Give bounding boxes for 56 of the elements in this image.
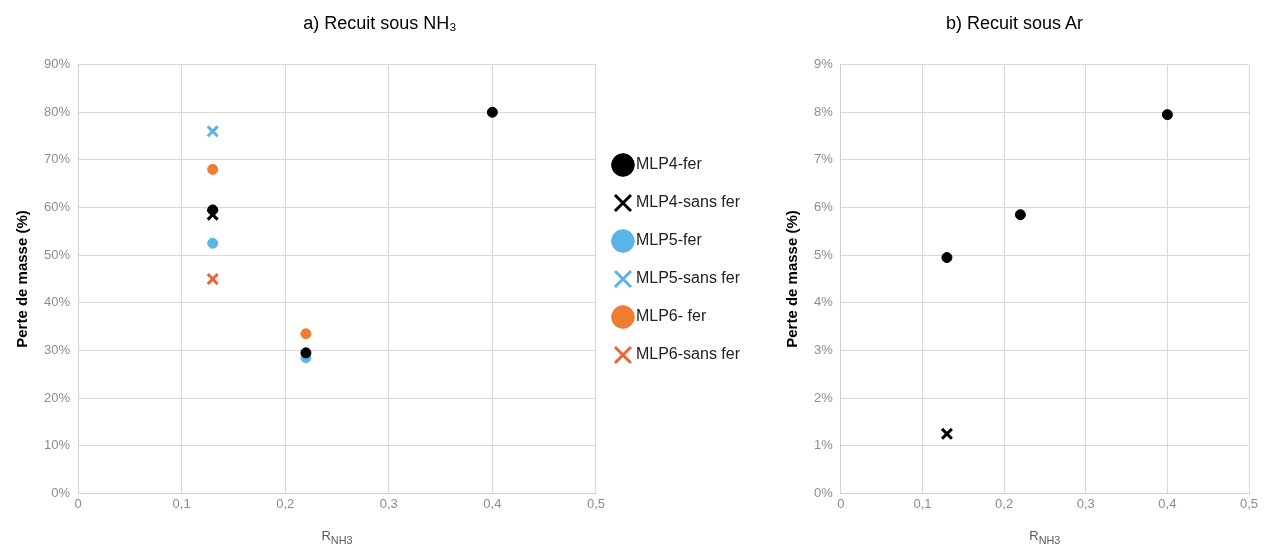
y-tick-label: 50% bbox=[43, 246, 71, 262]
y-tick-label: 7% bbox=[813, 151, 834, 167]
point bbox=[1161, 109, 1173, 121]
y-tick-label: 40% bbox=[43, 294, 71, 310]
y-tick-label: 0% bbox=[51, 484, 71, 500]
legend-label: MLP5-fer bbox=[635, 231, 703, 249]
point bbox=[941, 252, 953, 264]
x-tick-label: 0,4 bbox=[1158, 495, 1177, 511]
point bbox=[1014, 209, 1026, 221]
y-tick-label: 70% bbox=[43, 151, 71, 167]
chart-title: b) Recuit sous Ar bbox=[945, 12, 1084, 33]
point bbox=[206, 124, 220, 138]
x-tick-label: 0,1 bbox=[172, 495, 191, 511]
y-tick-label: 4% bbox=[813, 294, 834, 310]
legend-label: MLP4-fer bbox=[635, 155, 703, 173]
x-tick-label: 0 bbox=[837, 495, 845, 511]
point bbox=[207, 204, 219, 216]
point bbox=[300, 328, 312, 340]
y-axis-title: Perte de masse (%) bbox=[783, 210, 801, 348]
chart-title: a) Recuit sous NH₃ bbox=[303, 12, 457, 33]
point bbox=[300, 347, 312, 359]
point bbox=[206, 272, 220, 286]
x-axis-title: R$_{NH3}$ bbox=[320, 528, 354, 546]
point bbox=[207, 163, 219, 175]
y-tick-label: 8% bbox=[813, 103, 834, 119]
x-tick-label: 0,2 bbox=[995, 495, 1014, 511]
x-tick-label: 0,1 bbox=[913, 495, 932, 511]
y-tick-label: 60% bbox=[43, 199, 71, 215]
x-tick-label: 0,3 bbox=[1076, 495, 1095, 511]
y-tick-label: 9% bbox=[813, 56, 834, 72]
y-tick-label: 80% bbox=[43, 103, 71, 119]
point bbox=[940, 427, 954, 441]
x-axis-title: R$_{NH3}$ bbox=[1028, 528, 1062, 546]
y-tick-label: 3% bbox=[813, 342, 834, 358]
x-tick-label: 0,5 bbox=[1239, 495, 1259, 511]
y-tick-label: 90% bbox=[43, 56, 71, 72]
y-tick-label: 6% bbox=[813, 199, 834, 215]
y-tick-label: 30% bbox=[43, 342, 71, 358]
y-tick-label: 2% bbox=[813, 389, 834, 405]
x-tick-label: 0,2 bbox=[276, 495, 295, 511]
y-tick-label: 5% bbox=[813, 246, 834, 262]
x-tick-label: 0 bbox=[74, 495, 82, 511]
x-tick-label: 0,4 bbox=[483, 495, 502, 511]
y-tick-label: 0% bbox=[813, 484, 834, 500]
y-axis-title: Perte de masse (%) bbox=[13, 210, 31, 348]
point bbox=[207, 237, 219, 249]
y-tick-label: 1% bbox=[813, 437, 834, 453]
x-tick-label: 0,5 bbox=[586, 495, 605, 511]
x-tick-label: 0,3 bbox=[379, 495, 398, 511]
y-tick-label: 10% bbox=[43, 437, 71, 453]
legend-label: MLP5-sans fer bbox=[635, 269, 741, 287]
legend-label: MLP6-sans fer bbox=[635, 345, 741, 363]
legend-label: MLP6- fer bbox=[635, 307, 707, 325]
point bbox=[486, 106, 498, 118]
legend-label: MLP4-sans fer bbox=[635, 193, 741, 211]
y-tick-label: 20% bbox=[43, 389, 71, 405]
